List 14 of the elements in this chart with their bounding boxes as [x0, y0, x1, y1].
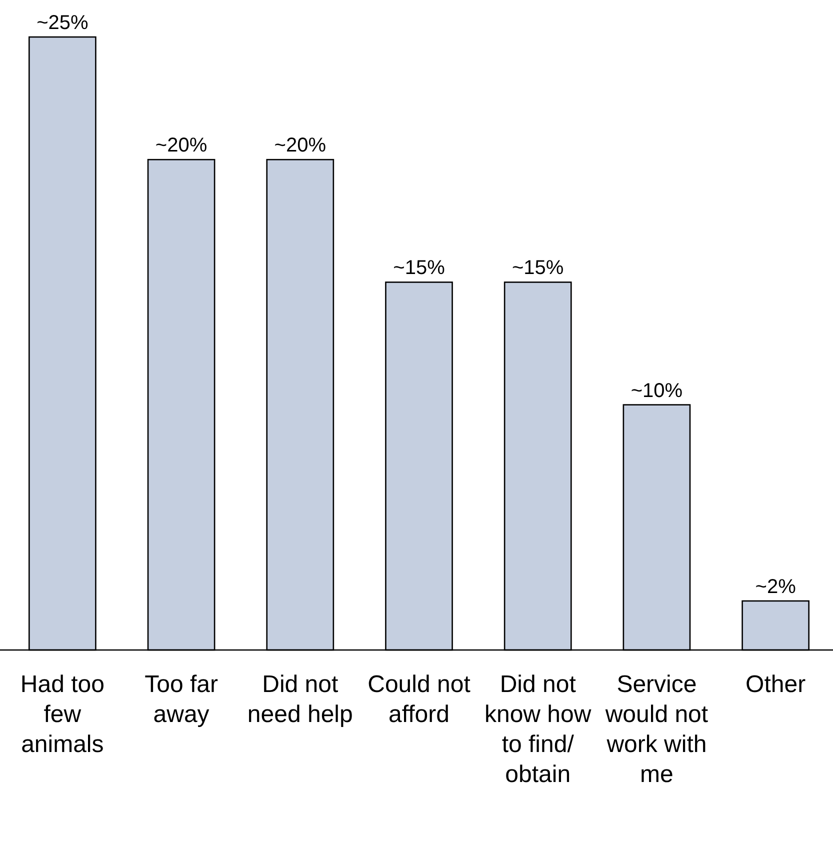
x-tick-label: Could not afford: [368, 671, 471, 728]
data-label: ~2%: [755, 576, 796, 598]
data-label: ~20%: [274, 134, 326, 157]
data-label: ~20%: [155, 134, 208, 157]
x-tick-label: Other: [746, 671, 806, 698]
x-tick-label: Too far away: [144, 671, 218, 728]
data-label: ~10%: [630, 380, 683, 402]
x-tick-label: Did not need help: [247, 671, 353, 728]
data-label: ~15%: [393, 257, 446, 280]
data-label: ~25%: [36, 12, 88, 34]
x-tick-label: Had too few animals: [20, 671, 104, 758]
x-tick-label: Did not know how to find/obtain: [484, 671, 592, 788]
x-tick-label: Service would not work with me: [604, 671, 708, 788]
data-label: ~15%: [512, 257, 564, 280]
